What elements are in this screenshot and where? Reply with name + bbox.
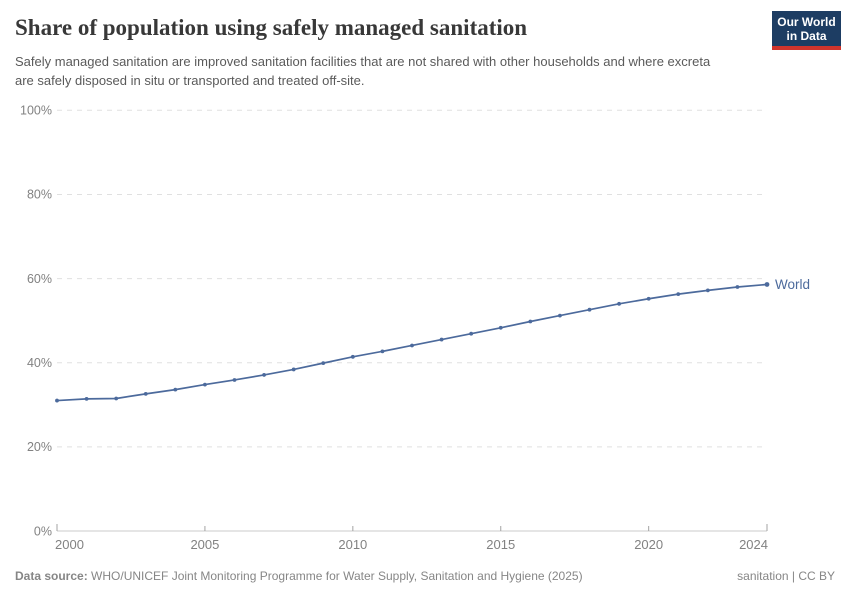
series-line[interactable] [56,283,768,402]
data-point[interactable] [676,292,681,297]
data-point[interactable] [735,285,740,289]
data-point[interactable] [350,354,355,359]
y-axis-labels: 0% 20% 40% 60% 80% 100% [20,104,52,539]
y-axis-tick-label: 60% [27,272,52,286]
data-point[interactable] [587,307,592,312]
data-point[interactable] [558,313,562,318]
x-axis-tick-label: 2010 [338,537,367,552]
y-axis-tick-label: 40% [27,356,52,370]
y-axis-tick-label: 100% [20,104,52,118]
data-point[interactable] [232,378,237,382]
x-axis-tick-label: 2005 [190,537,219,552]
data-point[interactable] [262,373,266,377]
y-gridlines [57,109,767,532]
x-axis: 2000 2005 2010 2015 2020 2024 [55,524,768,552]
data-point[interactable] [646,296,651,301]
data-source-label: Data source: [15,569,88,583]
x-axis-tick-label: 2015 [486,537,515,552]
data-point[interactable] [173,387,178,392]
entity-label[interactable]: World [775,277,810,292]
y-axis-tick-label: 0% [34,524,52,538]
license-link[interactable]: sanitation | CC BY [737,569,835,583]
series-world[interactable]: World [55,277,810,403]
data-point[interactable] [380,349,385,354]
data-point[interactable] [528,319,533,324]
owid-logo-line2: in Data [786,28,827,43]
owid-logo[interactable]: Our World in Data [772,11,841,50]
y-axis-tick-label: 80% [27,188,52,202]
data-point[interactable] [498,325,503,330]
data-point[interactable] [55,398,59,403]
x-axis-tick-label: 2020 [634,537,663,552]
owid-logo-line1: Our World [777,14,836,29]
footer: Data source: WHO/UNICEF Joint Monitoring… [15,568,835,584]
data-point[interactable] [439,337,444,342]
data-point[interactable] [469,331,474,336]
data-point[interactable] [705,288,710,293]
y-axis-tick-label: 20% [27,440,52,454]
data-point[interactable] [291,367,296,372]
data-point[interactable] [203,382,207,387]
data-point[interactable] [410,343,414,348]
data-point[interactable] [84,397,89,401]
data-source-text: WHO/UNICEF Joint Monitoring Programme fo… [87,569,583,583]
page-subtitle: Safely managed sanitation are improved s… [15,54,711,88]
data-point[interactable] [321,361,326,366]
data-point[interactable] [617,301,621,306]
data-point[interactable] [764,282,770,287]
data-point[interactable] [114,396,119,401]
x-axis-tick-label: 2000 [55,537,84,552]
data-source-note: Data source: WHO/UNICEF Joint Monitoring… [15,568,583,584]
page-title: Share of population using safely managed… [15,15,528,40]
x-axis-tick-label: 2024 [739,537,768,552]
data-point[interactable] [143,391,148,396]
